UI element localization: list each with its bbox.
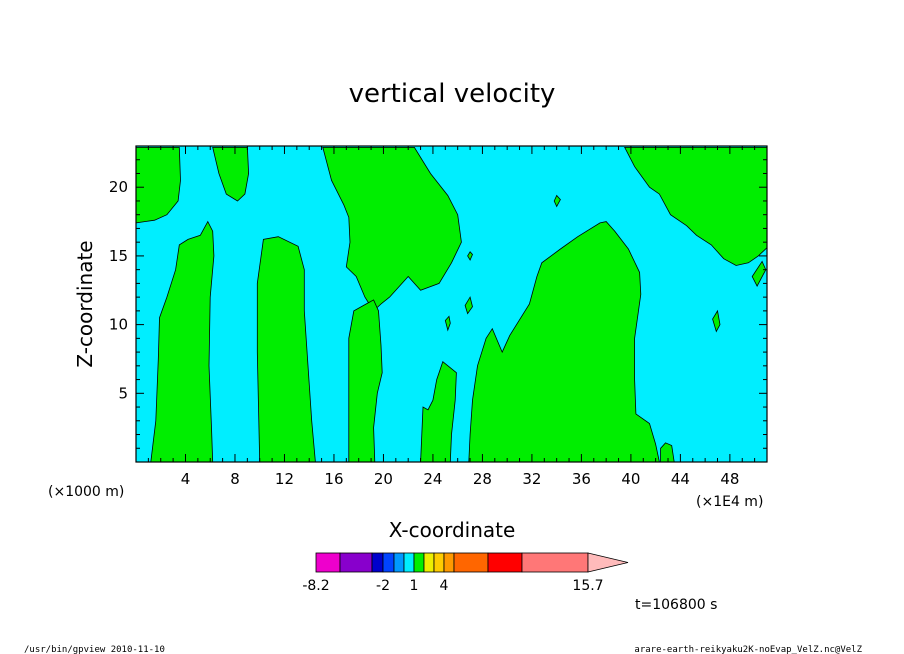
- colorbar-label: 1: [410, 578, 419, 594]
- footer-right: arare-earth-reikyaku2K-noEvap_VelZ.nc@Ve…: [634, 645, 862, 654]
- positive-region-4: [150, 220, 215, 463]
- x-tick-label: 48: [720, 470, 739, 488]
- y-axis-label: Z-coordinate: [73, 240, 97, 367]
- positive-region-8: [468, 221, 660, 463]
- colorbar: -8.2 -2 1 4 15.7: [302, 552, 629, 594]
- positive-region-7: [420, 361, 457, 463]
- positive-region-13: [444, 315, 451, 332]
- positive-region-14: [467, 251, 473, 261]
- colorbar-segment-8: [433, 552, 445, 573]
- x-axis: 4 8 12 16 20 24 28 32 36 40 44 48: [147, 146, 756, 488]
- colorbar-label: -8.2: [302, 578, 329, 594]
- colorbar-segment-11: [487, 552, 523, 573]
- colorbar-segment-9: [443, 552, 455, 573]
- positive-region-15: [553, 194, 561, 208]
- colorbar-segment-0: [315, 552, 341, 573]
- colorbar-segment-5: [403, 552, 415, 573]
- colorbar-segment-7: [423, 552, 435, 573]
- positive-region-6: [348, 299, 383, 463]
- x-tick-label: 44: [671, 470, 690, 488]
- x-unit-left: (×1000 m): [48, 484, 124, 500]
- x-tick-label: 24: [423, 470, 442, 488]
- positive-region-1: [212, 146, 250, 202]
- colorbar-arrow: [587, 552, 629, 573]
- positive-region-2: [322, 146, 462, 312]
- colorbar-segment-3: [382, 552, 395, 573]
- colorbar-segment-2: [371, 552, 384, 573]
- y-tick-label: 20: [109, 178, 128, 196]
- colorbar-label: 15.7: [572, 578, 603, 594]
- y-axis: 5 10 15 20: [109, 159, 767, 449]
- x-tick-label: 16: [324, 470, 343, 488]
- plot-area: [135, 145, 768, 463]
- x-tick-label: 28: [473, 470, 492, 488]
- x-tick-label: 32: [522, 470, 541, 488]
- colorbar-label: -2: [376, 578, 390, 594]
- colorbar-segment-1: [339, 552, 373, 573]
- plot-frame: [135, 145, 768, 463]
- y-tick-label: 10: [109, 316, 128, 334]
- colorbar-label: 4: [440, 578, 449, 594]
- x-unit-right: (×1E4 m): [696, 494, 763, 510]
- y-tick-label: 5: [118, 384, 128, 402]
- x-axis-label: X-coordinate: [389, 518, 516, 542]
- positive-region-10: [712, 309, 721, 333]
- positive-region-5: [256, 236, 316, 463]
- footer-left: /usr/bin/gpview 2010-11-10: [24, 645, 165, 654]
- time-label: t=106800 s: [635, 597, 717, 613]
- x-tick-label: 4: [181, 470, 191, 488]
- positive-region-12: [464, 296, 473, 315]
- chart-title: vertical velocity: [349, 79, 556, 109]
- x-tick-label: 12: [275, 470, 294, 488]
- colorbar-segment-10: [453, 552, 489, 573]
- x-tick-label: 36: [572, 470, 591, 488]
- x-tick-label: 8: [230, 470, 240, 488]
- colorbar-segment-12: [521, 552, 589, 573]
- colorbar-segment-6: [413, 552, 425, 573]
- positive-region-0: [135, 146, 181, 224]
- y-tick-label: 15: [109, 247, 128, 265]
- x-tick-label: 40: [621, 470, 640, 488]
- colorbar-segment-4: [393, 552, 405, 573]
- x-tick-label: 20: [374, 470, 393, 488]
- positive-region-3: [624, 146, 768, 266]
